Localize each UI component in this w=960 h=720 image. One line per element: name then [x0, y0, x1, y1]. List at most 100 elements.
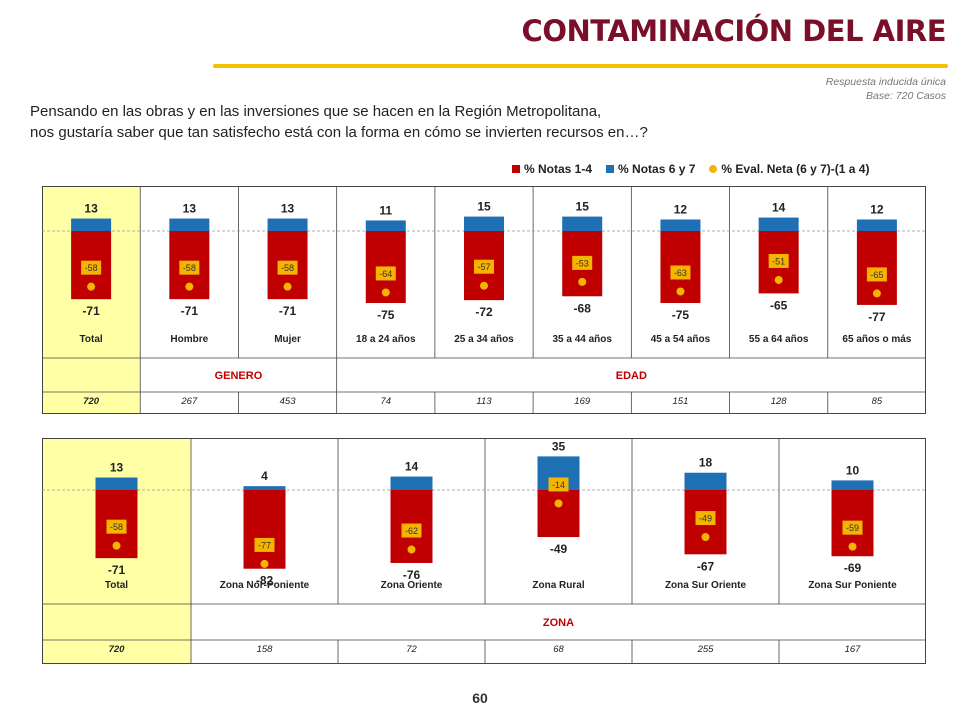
base-count: 128 — [771, 396, 788, 407]
base-count: 158 — [257, 644, 274, 655]
label-eval-neta: -58 — [183, 263, 196, 273]
category-label: Total — [105, 580, 128, 591]
label-eval-neta: -62 — [405, 526, 418, 536]
bar-notas-6-7 — [831, 480, 874, 490]
bar-notas-6-7 — [390, 476, 433, 490]
label-eval-neta: -51 — [772, 256, 785, 266]
marker-eval-neta — [112, 541, 121, 550]
marker-eval-neta — [676, 287, 685, 296]
label-box-eval-neta — [548, 477, 569, 492]
base-count: 167 — [845, 644, 862, 655]
group-label: EDAD — [616, 370, 647, 382]
label-notas-6-7: 4 — [261, 469, 268, 483]
category-label: Mujer — [274, 334, 301, 345]
label-notas-1-4: -71 — [279, 304, 297, 318]
label-box-eval-neta — [866, 267, 887, 282]
legend-item-notas-6-7: % Notas 6 y 7 — [606, 162, 695, 176]
base-count: 255 — [697, 644, 715, 655]
legend-swatch-blue — [606, 165, 615, 173]
category-label: Zona Sur Oriente — [665, 580, 747, 591]
marker-eval-neta — [701, 533, 710, 542]
base-count: 169 — [574, 396, 591, 407]
category-label: 45 a 54 años — [651, 334, 711, 345]
label-notas-6-7: 12 — [870, 202, 884, 216]
marker-eval-neta — [554, 499, 563, 508]
response-type-note: Respuesta inducida única — [825, 76, 946, 88]
marker-eval-neta — [260, 559, 269, 568]
bar-notas-6-7 — [684, 472, 727, 490]
chart-demographics: 13 -71 -58 Total 720 13 -71 -58 Hombre 267 13 -71 -5… — [42, 186, 926, 414]
bar-notas-6-7 — [758, 217, 799, 231]
base-count: 453 — [280, 396, 297, 407]
label-box-eval-neta — [254, 537, 275, 552]
label-eval-neta: -49 — [699, 514, 712, 524]
label-box-eval-neta — [81, 260, 102, 275]
base-count: 151 — [673, 396, 689, 407]
category-label: Zona Rural — [532, 580, 584, 591]
base-note: Base: 720 Casos — [866, 90, 946, 102]
marker-eval-neta — [185, 282, 194, 291]
legend-item-eval-neta: % Eval. Neta (6 y 7)-(1 a 4) — [709, 162, 869, 176]
bar-notas-6-7 — [562, 216, 603, 231]
label-notas-1-4: -71 — [82, 304, 100, 318]
label-notas-1-4: -75 — [672, 308, 690, 322]
base-count: 72 — [406, 644, 417, 655]
bar-notas-6-7 — [660, 219, 701, 231]
marker-eval-neta — [407, 545, 416, 554]
legend-dot-yellow — [709, 165, 718, 173]
label-notas-6-7: 12 — [674, 202, 688, 216]
label-eval-neta: -59 — [846, 523, 859, 533]
category-label: 55 a 64 años — [749, 334, 809, 345]
bar-notas-1-4 — [537, 490, 580, 538]
question-line-1: Pensando en las obras y en las inversion… — [30, 103, 602, 120]
bar-notas-6-7 — [365, 220, 406, 231]
category-label: 18 a 24 años — [356, 334, 416, 345]
label-box-eval-neta — [572, 255, 593, 270]
base-count: 720 — [83, 396, 100, 407]
label-eval-neta: -63 — [674, 268, 687, 278]
label-notas-6-7: 14 — [772, 201, 786, 215]
label-notas-1-4: -65 — [770, 298, 788, 312]
bar-notas-6-7 — [856, 219, 897, 231]
bar-notas-6-7 — [243, 486, 286, 490]
category-label: Total — [80, 334, 103, 345]
label-eval-neta: -58 — [110, 522, 123, 532]
label-notas-6-7: 10 — [846, 463, 860, 477]
label-box-eval-neta — [375, 266, 396, 281]
bar-notas-6-7 — [267, 218, 308, 231]
label-notas-1-4: -82 — [256, 574, 274, 588]
label-box-eval-neta — [695, 511, 716, 526]
marker-eval-neta — [480, 281, 488, 290]
category-label: 25 a 34 años — [454, 334, 514, 345]
survey-question: Pensando en las obras y en las inversion… — [30, 101, 830, 143]
marker-eval-neta — [848, 542, 857, 551]
chart-legend: % Notas 1-4 % Notas 6 y 7 % Eval. Neta (… — [512, 162, 869, 176]
bar-notas-1-4 — [243, 490, 286, 569]
marker-eval-neta — [283, 282, 292, 291]
base-count: 68 — [553, 644, 564, 655]
chart-frame — [42, 438, 926, 664]
legend-label: % Notas 6 y 7 — [618, 162, 696, 176]
marker-eval-neta — [578, 277, 587, 286]
label-notas-1-4: -77 — [868, 310, 886, 324]
marker-eval-neta — [872, 289, 881, 298]
category-label: 65 años o más — [842, 334, 911, 345]
label-eval-neta: -65 — [870, 270, 883, 280]
label-notas-1-4: -69 — [844, 561, 862, 575]
category-label: Hombre — [170, 334, 208, 345]
base-count: 113 — [476, 396, 492, 407]
label-box-eval-neta — [401, 523, 422, 538]
label-notas-1-4: -49 — [550, 542, 568, 556]
label-notas-1-4: -72 — [475, 305, 493, 319]
marker-eval-neta — [381, 288, 390, 297]
label-notas-1-4: -67 — [697, 559, 715, 573]
label-notas-6-7: 15 — [477, 200, 491, 214]
label-notas-6-7: 13 — [281, 202, 295, 216]
label-eval-neta: -77 — [258, 540, 271, 550]
label-eval-neta: -58 — [281, 263, 294, 273]
label-notas-1-4: -76 — [403, 568, 421, 582]
legend-swatch-red — [512, 165, 520, 173]
category-label: Zona Oriente — [381, 580, 443, 591]
label-box-eval-neta — [842, 520, 863, 535]
label-eval-neta: -57 — [477, 262, 490, 272]
